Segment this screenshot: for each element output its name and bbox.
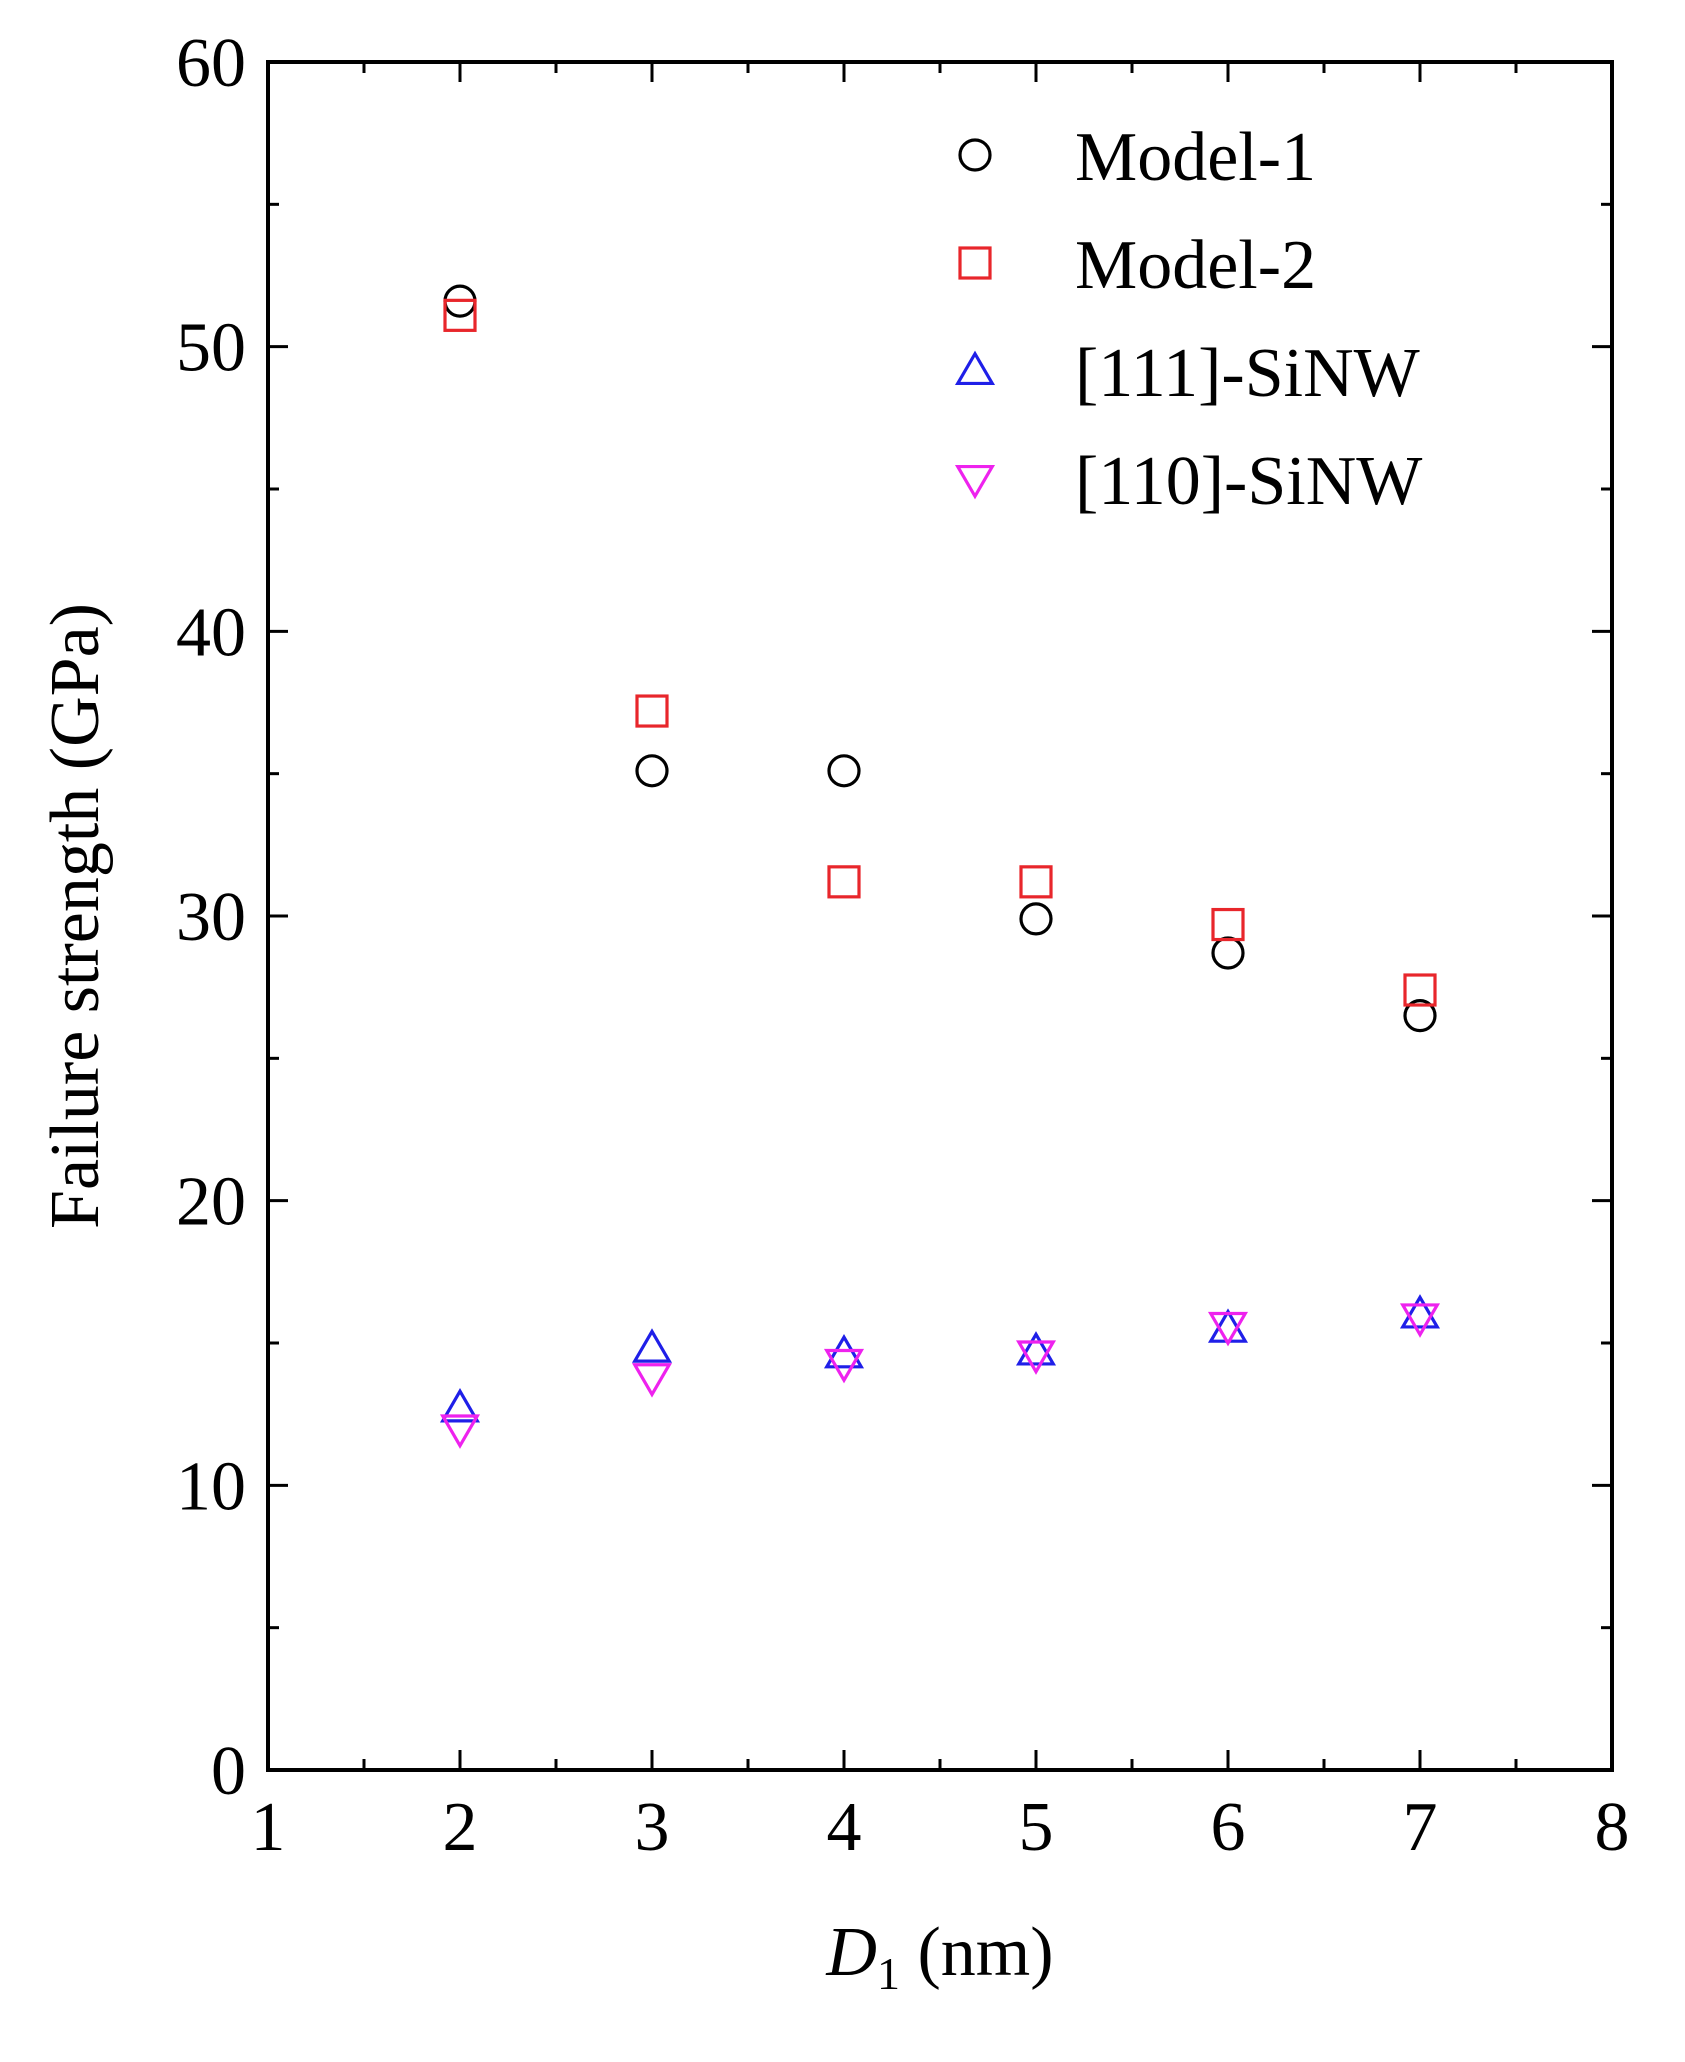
y-tick-label: 40 xyxy=(176,594,246,671)
y-axis-title: Failure strength (GPa) xyxy=(37,603,114,1229)
data-point xyxy=(1207,1308,1249,1343)
legend: Model-1 Model-2 [111]-SiNW [110]-SiNW xyxy=(954,119,1422,520)
data-point xyxy=(1211,936,1245,970)
series-111-sinw xyxy=(439,1294,1441,1423)
legend-marker xyxy=(958,246,992,280)
legend-marker xyxy=(954,350,996,386)
y-tick-label: 0 xyxy=(211,1733,246,1810)
y-tick-label: 50 xyxy=(176,310,246,387)
data-point xyxy=(1403,973,1437,1007)
data-point xyxy=(631,1328,673,1363)
data-point xyxy=(1403,999,1437,1033)
plot-area-frame xyxy=(266,60,1614,1772)
x-tick-label: 8 xyxy=(1595,1789,1630,1866)
legend-item: [110]-SiNW xyxy=(954,443,1422,520)
legend-item: Model-2 xyxy=(958,227,1316,304)
legend-label: [110]-SiNW xyxy=(1075,443,1422,520)
data-point xyxy=(1399,1303,1441,1338)
legend-item: [111]-SiNW xyxy=(954,335,1420,412)
data-point xyxy=(1399,1294,1441,1329)
legend-label: [111]-SiNW xyxy=(1075,335,1420,412)
data-point xyxy=(1207,1311,1249,1347)
y-tick-label: 20 xyxy=(176,1164,246,1241)
legend-label: Model-1 xyxy=(1075,119,1316,196)
data-point xyxy=(823,1348,865,1384)
data-point xyxy=(635,754,669,788)
data-point xyxy=(827,865,861,899)
x-axis-title-unit: (nm) xyxy=(900,1914,1054,1991)
data-markers-layer xyxy=(439,284,1441,1449)
x-tick-label: 3 xyxy=(635,1789,670,1866)
data-point xyxy=(439,1414,481,1449)
series-110-sinw xyxy=(439,1303,1441,1449)
x-tick-label: 6 xyxy=(1211,1789,1246,1866)
x-tick-label: 1 xyxy=(251,1789,286,1866)
legend-item: Model-1 xyxy=(958,119,1316,196)
data-point xyxy=(635,694,669,728)
series-model-2 xyxy=(443,298,1437,1007)
x-tick-label: 7 xyxy=(1403,1789,1438,1866)
tick-labels-layer: 1 2 3 4 5 6 7 8 0 10 20 30 40 50 60 xyxy=(176,25,1630,1866)
y-tick-label: 60 xyxy=(176,25,246,102)
legend-marker xyxy=(958,138,992,172)
data-point xyxy=(1019,865,1053,899)
data-point xyxy=(1015,1331,1057,1366)
data-point xyxy=(439,1388,481,1423)
data-point xyxy=(631,1363,673,1398)
y-tick-label: 10 xyxy=(176,1448,246,1525)
x-axis-title: D1 (nm) xyxy=(825,1914,1053,1999)
data-point xyxy=(443,298,477,332)
x-tick-label: 5 xyxy=(1019,1789,1054,1866)
x-axis-title-variable: D xyxy=(825,1914,877,1991)
y-tick-label: 30 xyxy=(176,879,246,956)
data-point xyxy=(827,754,861,788)
data-point xyxy=(1019,902,1053,936)
data-point xyxy=(1211,907,1245,942)
legend-marker xyxy=(954,464,996,500)
data-point xyxy=(1015,1340,1057,1375)
legend-label: Model-2 xyxy=(1075,227,1316,304)
x-tick-label: 2 xyxy=(443,1789,478,1866)
x-axis-title-subscript: 1 xyxy=(877,1948,900,1999)
ticks-layer xyxy=(266,60,1614,1772)
x-tick-label: 4 xyxy=(827,1789,862,1866)
